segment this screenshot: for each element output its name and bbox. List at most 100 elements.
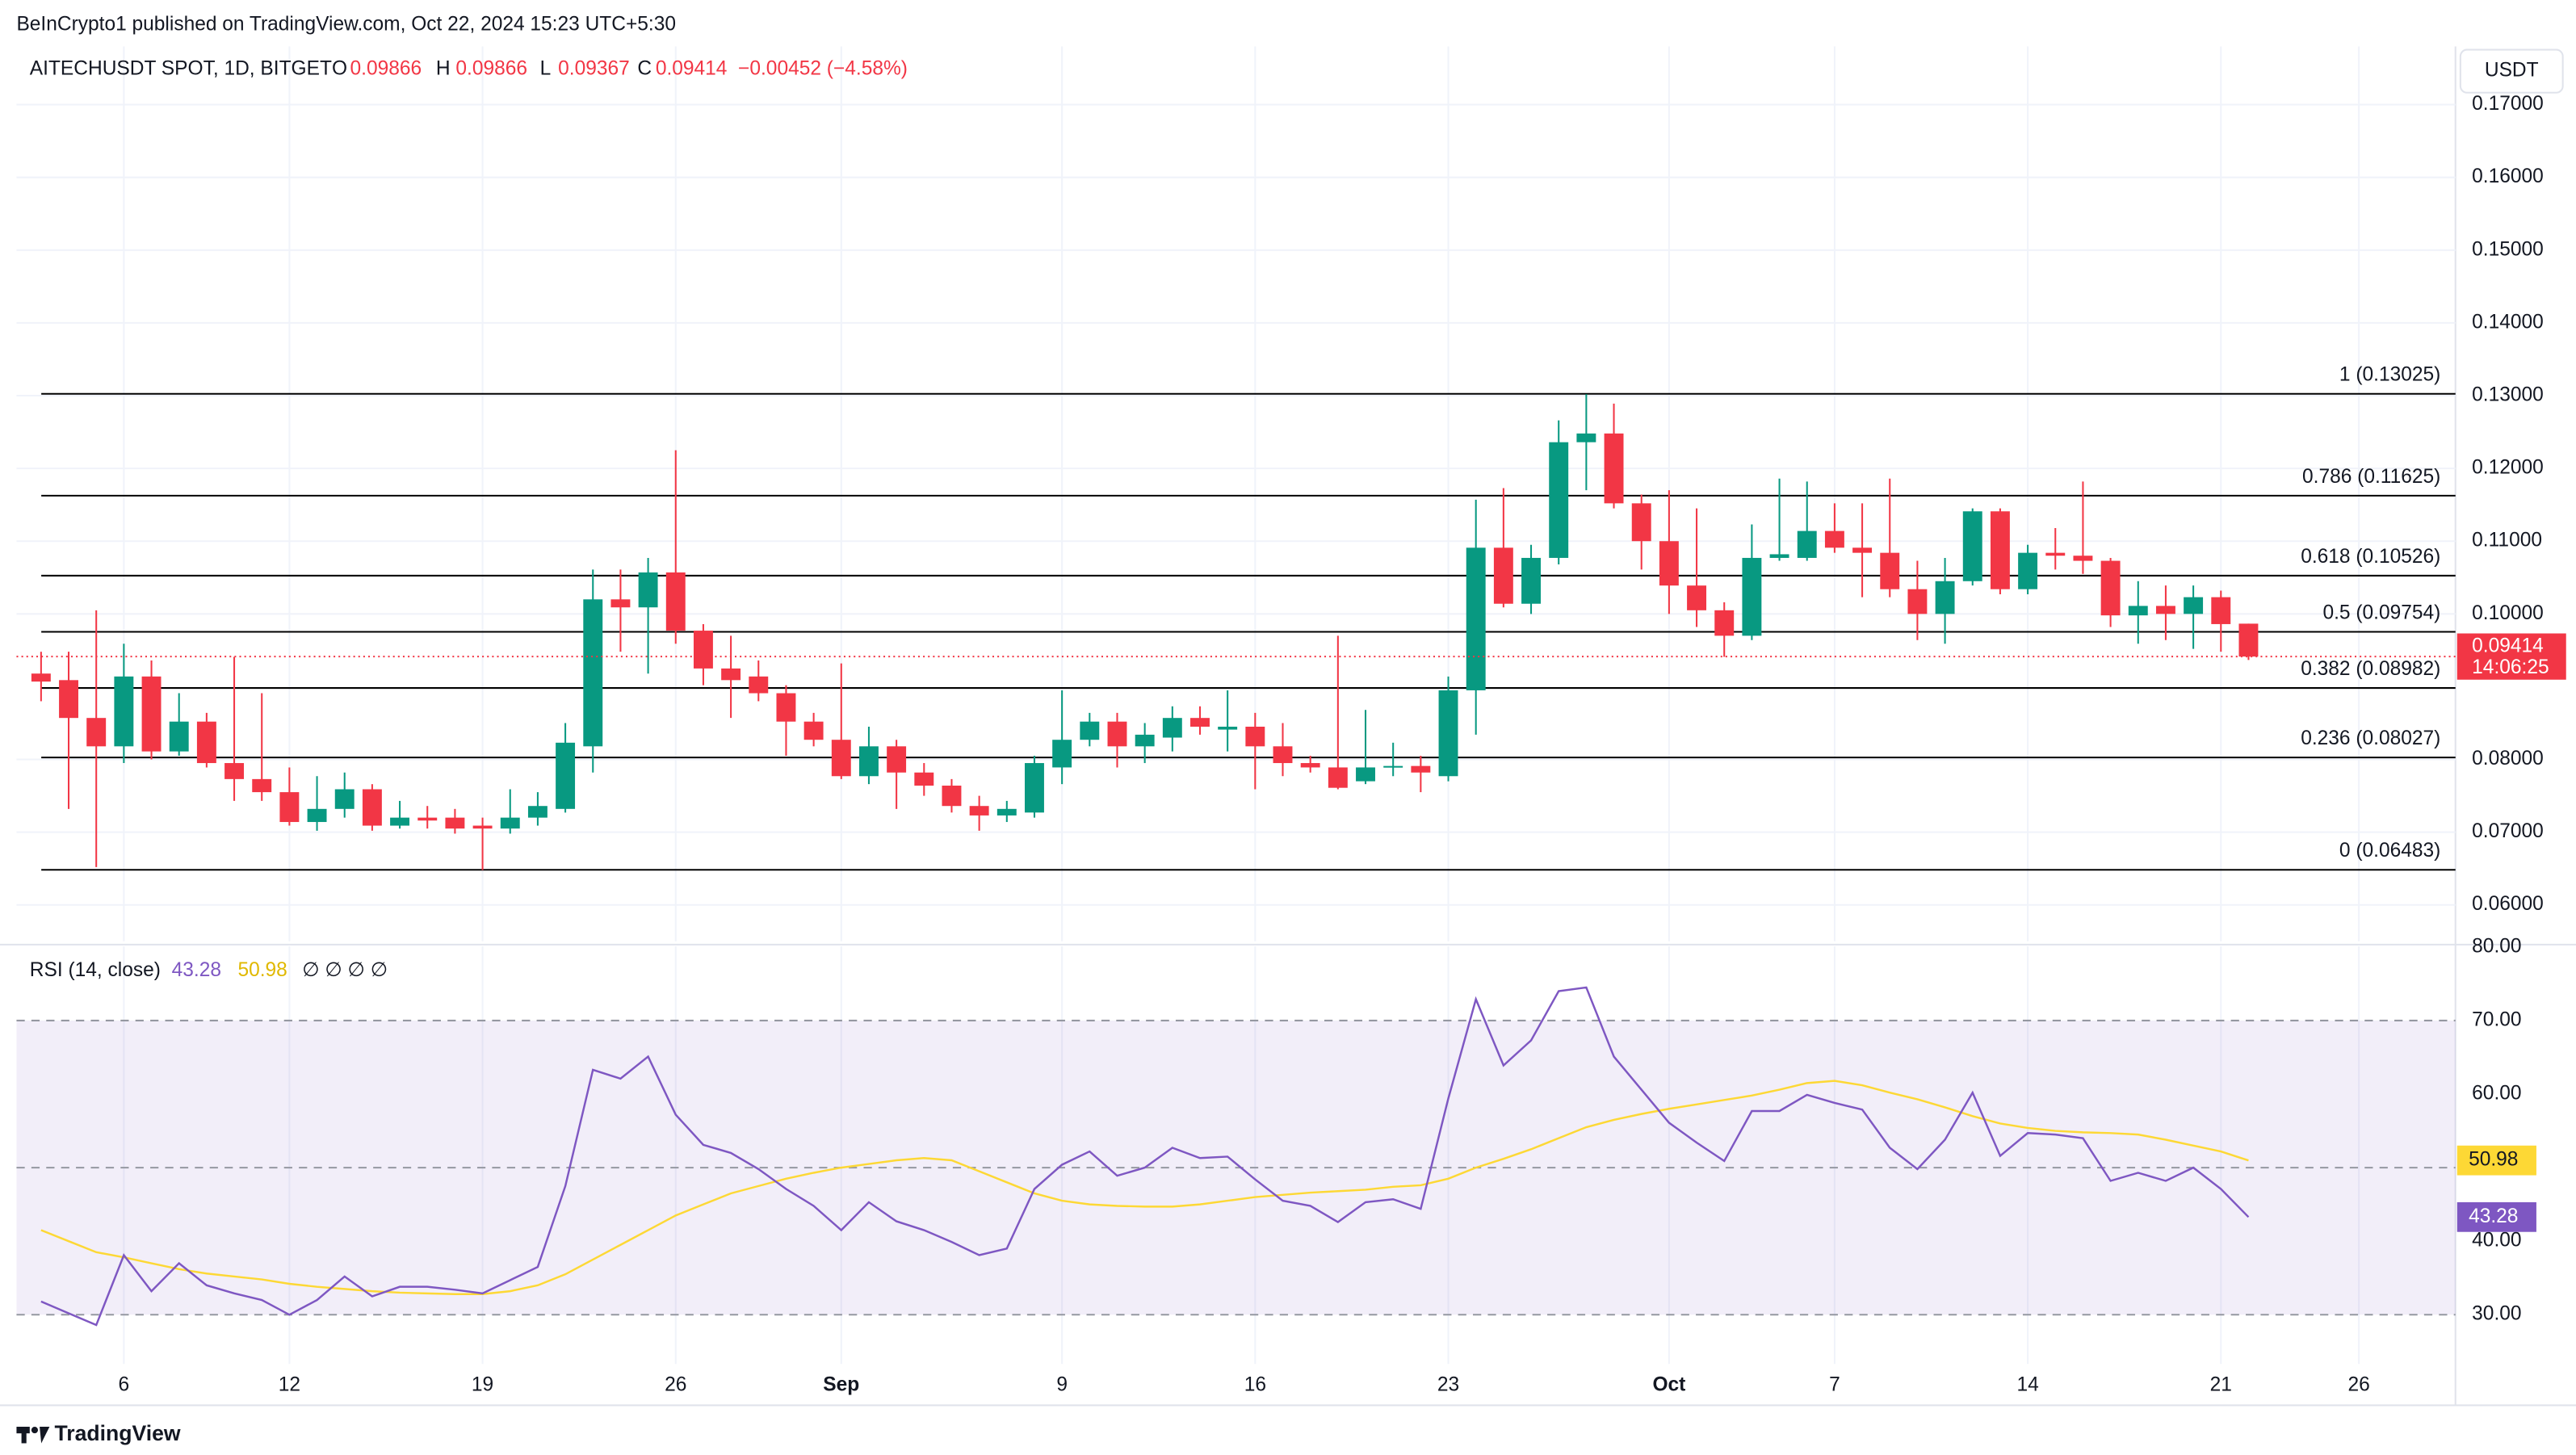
y-tick-label: 0.15000 — [2472, 238, 2544, 260]
y-tick-label: 0.13000 — [2472, 384, 2544, 405]
candle-body — [500, 817, 520, 829]
rsi-ma-value: 50.98 — [237, 959, 287, 981]
candle-body — [1962, 511, 1982, 581]
candle-body — [1383, 765, 1403, 768]
candle-body — [86, 718, 107, 747]
candle-body — [1493, 547, 1513, 604]
candle-body — [665, 572, 686, 631]
y-tick-label: 40.00 — [2472, 1230, 2521, 1252]
publisher: BeInCrypto1 published on TradingView.com… — [16, 13, 676, 35]
candle-body — [1631, 503, 1651, 542]
y-tick-label: 80.00 — [2472, 935, 2521, 957]
x-tick-label: 16 — [1244, 1373, 1266, 1395]
fib-label: 0.5 (0.09754) — [2322, 602, 2440, 623]
rsi-title: RSI (14, close) — [30, 959, 161, 981]
change: −0.00452 (−4.58%) — [738, 58, 908, 80]
candle-body — [1328, 767, 1348, 788]
rsi-line — [40, 1080, 2249, 1295]
y-tick-label: 0.08000 — [2472, 748, 2544, 769]
fib-label: 0.236 (0.08027) — [2301, 728, 2440, 749]
c-value: 0.09414 — [656, 58, 728, 80]
x-tick-label: 7 — [1829, 1373, 1840, 1395]
candle-body — [1052, 740, 1072, 768]
candle-body — [1714, 610, 1735, 636]
currency-button[interactable] — [2459, 48, 2564, 94]
y-tick-label: 0.14000 — [2472, 311, 2544, 333]
candle-body — [638, 572, 658, 608]
rsi-value-box — [2456, 1201, 2536, 1232]
candle-body — [252, 778, 272, 793]
candle-body — [556, 742, 576, 809]
rsi-extra: ∅ ∅ ∅ ∅ — [302, 959, 388, 981]
candle-body — [2073, 556, 2093, 561]
candle-body — [1935, 581, 1955, 614]
x-tick-label: 9 — [1056, 1373, 1068, 1395]
fib-label: 0 (0.06483) — [2339, 840, 2440, 862]
y-tick-label: 0.12000 — [2472, 457, 2544, 479]
candle-body — [1604, 433, 1624, 504]
candle-body — [527, 806, 548, 818]
l-label: L — [540, 58, 552, 80]
x-tick-label: Oct — [1652, 1373, 1685, 1395]
candle-body — [224, 763, 245, 779]
candle-body — [307, 808, 327, 823]
rsi-line — [40, 986, 2250, 1327]
o-value: 0.09866 — [350, 58, 422, 80]
candle-body — [1245, 726, 1265, 747]
x-tick-label: 21 — [2210, 1373, 2232, 1395]
x-tick-label: 26 — [2347, 1373, 2369, 1395]
h-label: H — [436, 58, 451, 80]
candle-body — [2045, 552, 2066, 556]
candle-body — [996, 808, 1017, 816]
candle-body — [1135, 734, 1155, 747]
x-tick-label: 26 — [665, 1373, 686, 1395]
candle-body — [445, 817, 465, 829]
candle-body — [969, 806, 989, 816]
candle-body — [1769, 554, 1789, 558]
candle-body — [1687, 585, 1707, 610]
candle-body — [141, 676, 162, 752]
candle-body — [693, 631, 713, 669]
y-tick-label: 60.00 — [2472, 1083, 2521, 1105]
x-tick-label: 6 — [119, 1373, 130, 1395]
candle-body — [1880, 552, 1900, 589]
l-value: 0.09367 — [558, 58, 630, 80]
candle-body — [1025, 763, 1044, 813]
c-label: C — [637, 58, 652, 80]
candle-body — [2238, 623, 2259, 657]
candle-body — [279, 792, 300, 823]
h-value: 0.09866 — [455, 58, 527, 80]
candle-body — [858, 746, 879, 777]
fib-label: 0.382 (0.08982) — [2301, 658, 2440, 680]
y-tick-label: 70.00 — [2472, 1008, 2521, 1030]
currency[interactable]: USDT — [2485, 60, 2539, 82]
fib-label: 0.786 (0.11625) — [2302, 466, 2440, 488]
y-tick-label: 0.06000 — [2472, 893, 2544, 915]
candle-body — [1300, 763, 1320, 768]
candle-body — [31, 673, 51, 682]
candle-body — [1438, 690, 1458, 777]
candle-body — [1273, 746, 1293, 764]
last-price-label: 0.09414 — [2472, 635, 2544, 656]
candle-body — [2128, 606, 2148, 616]
tv-logo — [16, 1427, 50, 1444]
candle-body — [169, 721, 189, 752]
candle-body — [1356, 767, 1375, 782]
candle-body — [914, 772, 934, 786]
rsi-value: 43.28 — [172, 959, 221, 981]
candle-body — [2211, 597, 2231, 624]
candle-body — [1852, 547, 1873, 553]
candle-body — [2155, 606, 2175, 614]
y-tick-label: 0.17000 — [2472, 93, 2544, 115]
candle-body — [1521, 557, 1541, 604]
candle-body — [1824, 530, 1844, 548]
x-tick-label: 19 — [472, 1373, 493, 1395]
x-tick-label: Sep — [823, 1373, 859, 1395]
y-tick-label: 0.10000 — [2472, 602, 2544, 624]
candle-body — [2018, 552, 2038, 589]
candle-body — [390, 817, 410, 826]
candle-body — [1576, 433, 1596, 442]
candle-body — [1080, 721, 1100, 740]
candle-body — [942, 785, 962, 807]
